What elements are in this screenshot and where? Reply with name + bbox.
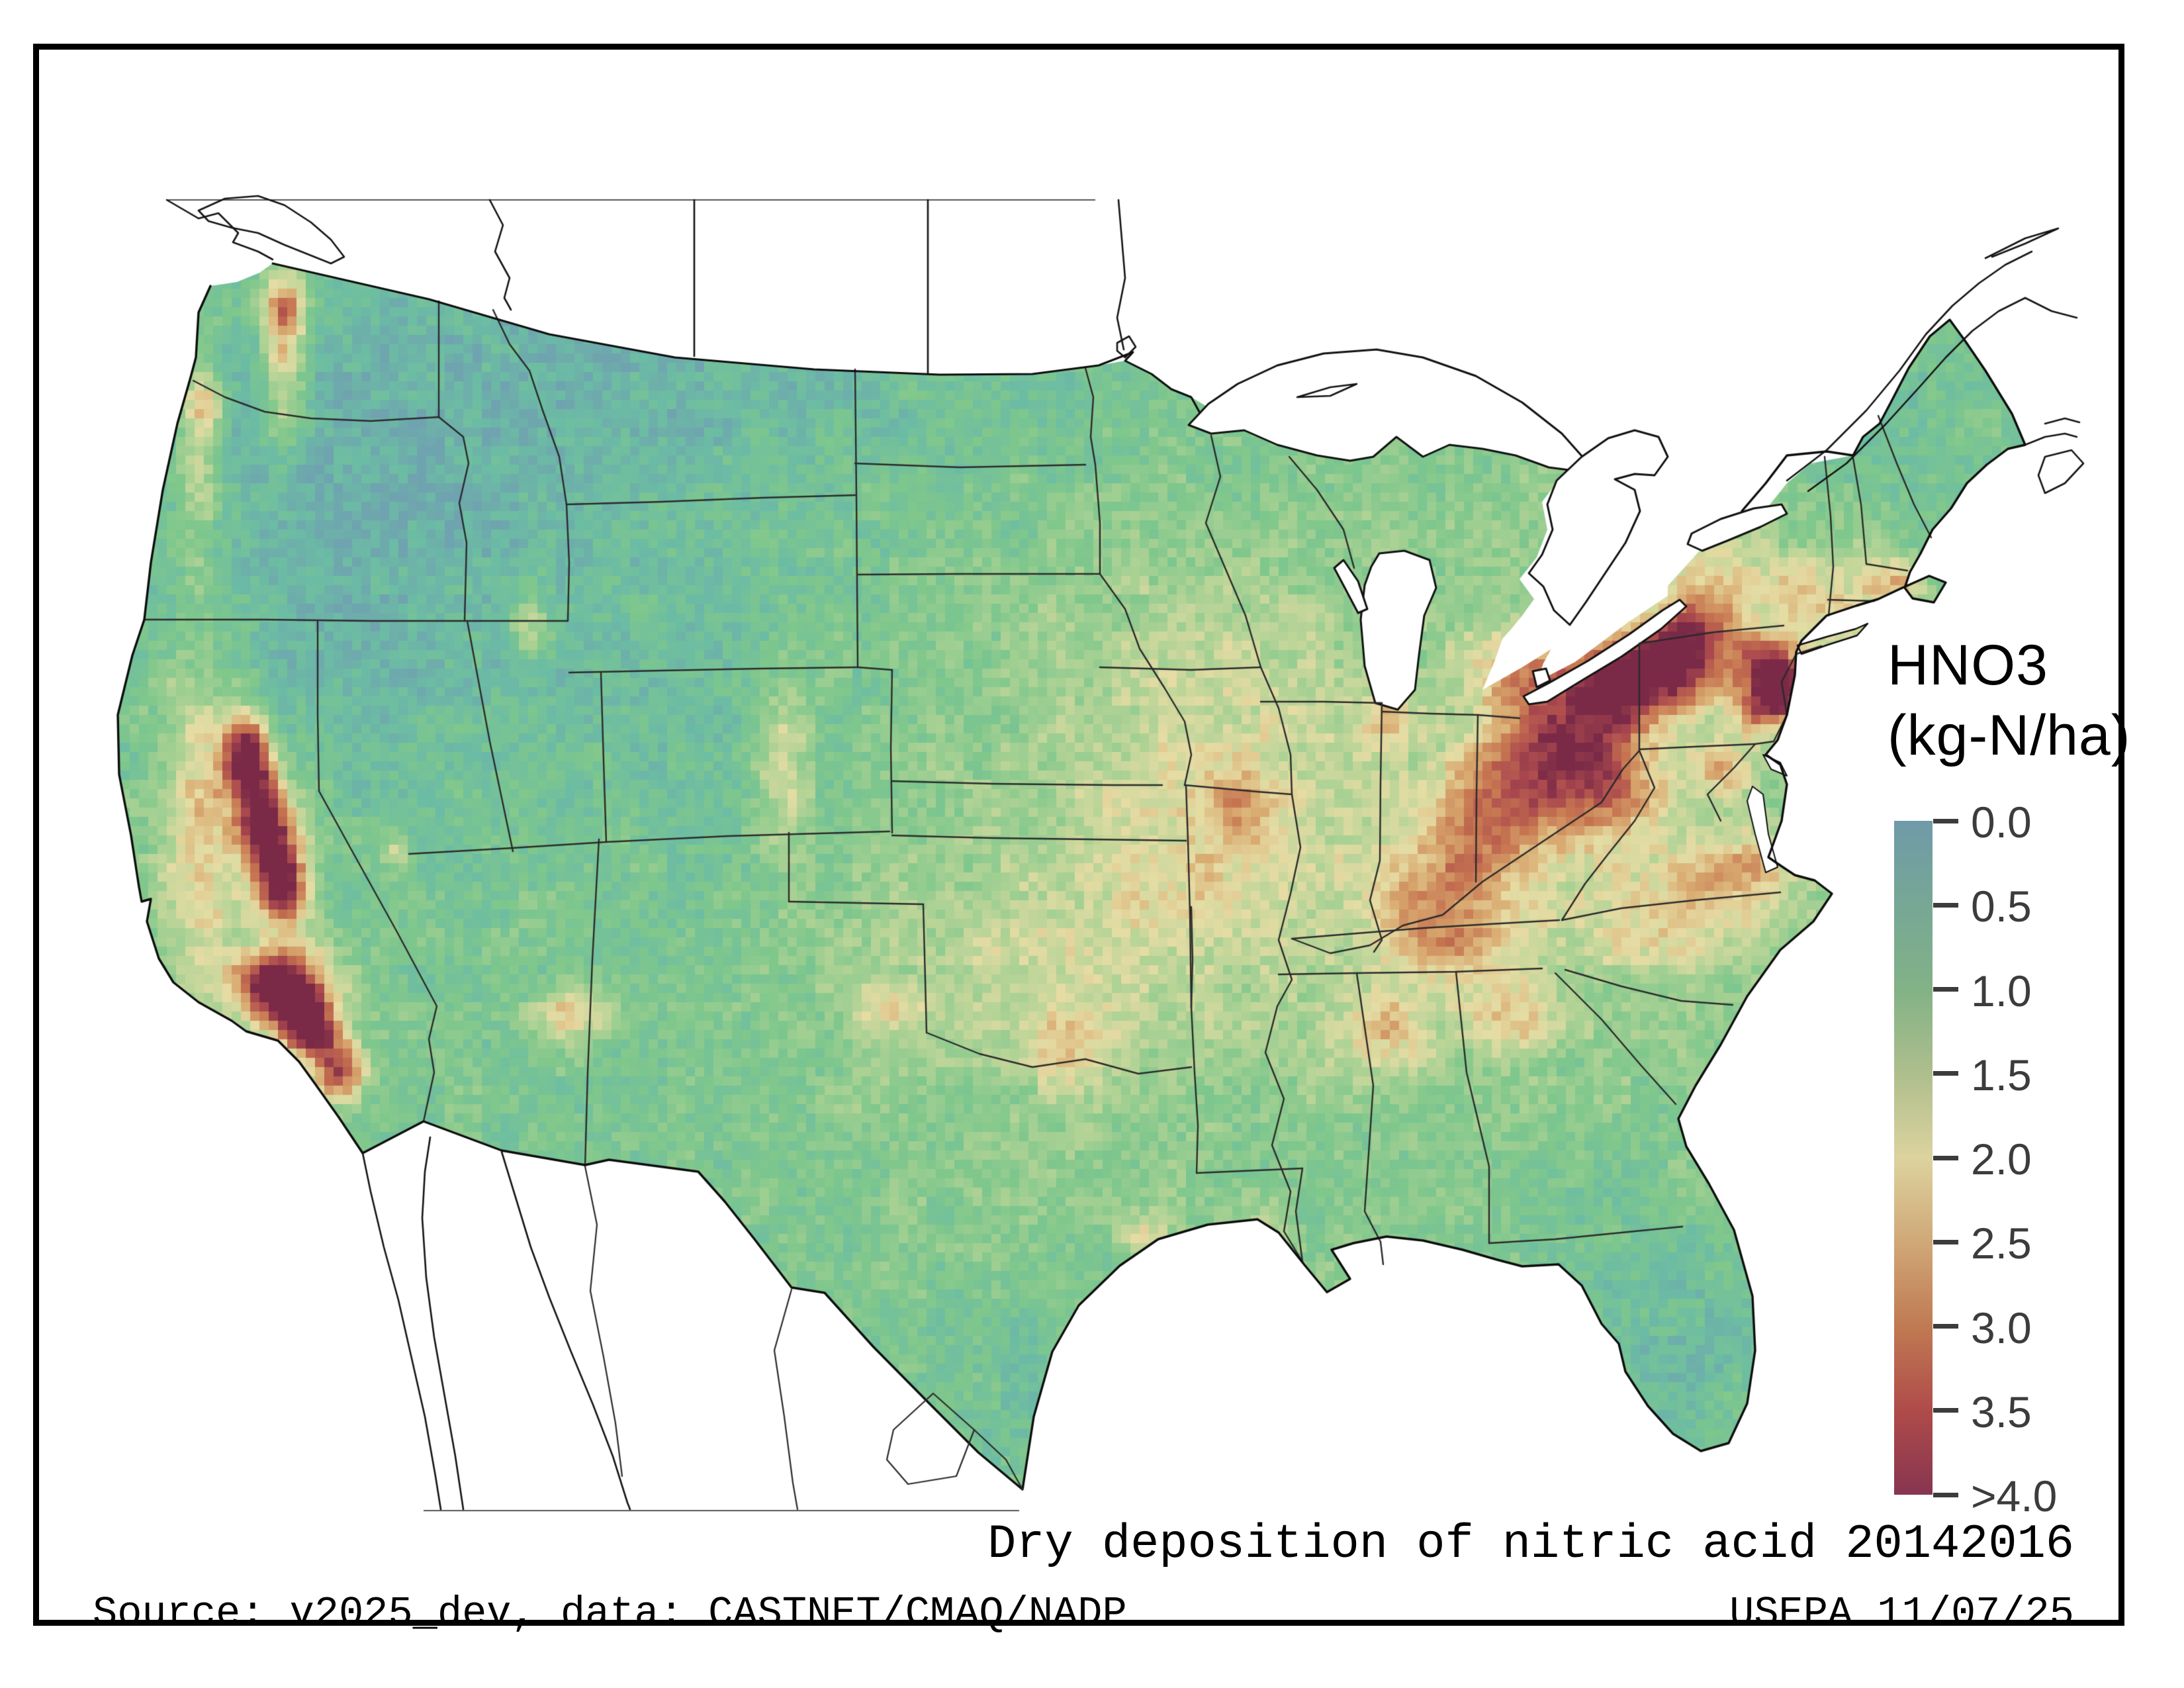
colorbar-tick	[1933, 1071, 1958, 1076]
colorbar	[1894, 821, 1933, 1495]
colorbar-tick	[1933, 1324, 1958, 1329]
legend-title-line1: HNO3	[1888, 633, 2048, 697]
colorbar-tick-label: 2.5	[1971, 1219, 2032, 1268]
colorbar-tick-label: 1.0	[1971, 966, 2032, 1015]
colorbar-tick	[1933, 1408, 1958, 1413]
source-note: Source: v2025_dev, data: CASTNET/CMAQ/NA…	[93, 1590, 1127, 1637]
colorbar-tick	[1933, 1239, 1958, 1244]
colorbar-tick	[1933, 818, 1958, 823]
map-title: Dry deposition of nitric acid 20142016	[987, 1517, 2074, 1571]
colorbar-tick-label: 1.5	[1971, 1050, 2032, 1100]
legend-title-line2: (kg-N/ha)	[1888, 704, 2131, 767]
colorbar-tick-label: 3.0	[1971, 1303, 2032, 1352]
colorbar-tick-label: 3.5	[1971, 1387, 2032, 1436]
colorbar-tick	[1933, 1155, 1958, 1160]
colorbar-tick	[1933, 1492, 1958, 1497]
colorbar-tick	[1933, 987, 1958, 992]
agency-date: USEPA 11/07/25	[1729, 1590, 2074, 1637]
colorbar-tick-label: 0.5	[1971, 882, 2032, 931]
legend-title: HNO3 (kg-N/ha)	[1888, 630, 2179, 771]
plot-frame	[33, 44, 2124, 1626]
colorbar-tick-label: 0.0	[1971, 798, 2032, 847]
colorbar-tick	[1933, 902, 1958, 908]
colorbar-tick-label: 2.0	[1971, 1135, 2032, 1184]
colorbar-tick-label: >4.0	[1971, 1472, 2058, 1521]
